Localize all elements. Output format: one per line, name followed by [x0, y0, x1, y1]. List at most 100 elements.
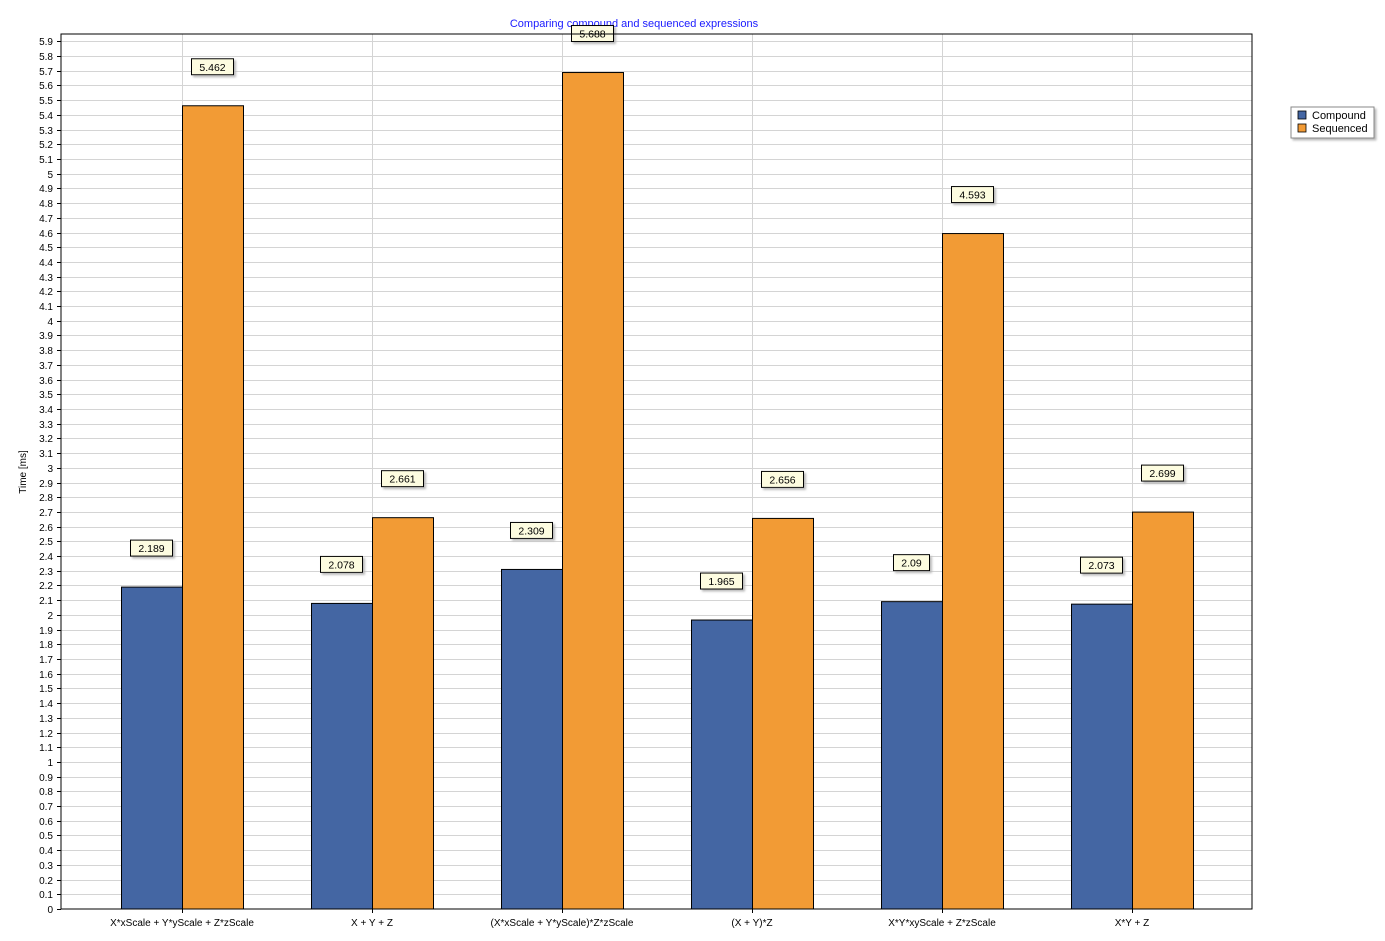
- bar: [562, 72, 624, 910]
- y-tick-label: 1.5: [39, 684, 53, 695]
- y-tick-label: 0: [47, 905, 53, 916]
- y-tick-label: 2.9: [39, 479, 53, 490]
- y-tick-label: 0.7: [39, 802, 53, 813]
- chart-title: Comparing compound and sequenced express…: [510, 18, 759, 30]
- y-tick-label: 4.5: [39, 243, 53, 254]
- data-label: 2.656: [761, 470, 804, 488]
- data-label: 5.462: [191, 58, 234, 76]
- legend-swatch: [1297, 123, 1307, 133]
- y-tick-label: 3.5: [39, 390, 53, 401]
- x-axis-ticks: X*xScale + Y*yScale + Z*zScale X + Y + Z (…: [110, 909, 1149, 929]
- data-label-text: 2.699: [1149, 468, 1175, 480]
- data-label-text: 5.462: [199, 62, 225, 74]
- data-label-text: 2.656: [769, 474, 795, 486]
- y-tick-label: 1.9: [39, 626, 53, 637]
- y-tick-label: 3.2: [39, 434, 53, 445]
- data-label-box: [1141, 464, 1184, 482]
- legend-entry: Sequenced: [1312, 123, 1368, 135]
- y-tick-label: 0.9: [39, 773, 53, 784]
- y-tick-label: 1.6: [39, 670, 53, 681]
- data-label-text: 2.078: [328, 559, 354, 571]
- y-tick-label: 0.8: [39, 787, 53, 798]
- x-tick-label: X*xScale + Y*yScale + Z*zScale: [110, 918, 254, 929]
- y-tick-label: 3.7: [39, 361, 53, 372]
- y-tick-label: 1: [47, 758, 53, 769]
- y-tick-label: 2.2: [39, 581, 53, 592]
- data-label-box: [893, 554, 930, 572]
- y-tick-label: 4.4: [39, 258, 53, 269]
- bar: [881, 601, 943, 910]
- y-tick-label: 5.8: [39, 52, 53, 63]
- y-tick-label: 4.9: [39, 184, 53, 195]
- y-tick-label: 4.2: [39, 287, 53, 298]
- data-label: 2.661: [381, 470, 424, 488]
- y-tick-label: 5.5: [39, 96, 53, 107]
- data-label-text: 4.593: [959, 190, 985, 202]
- data-label-box: [1080, 556, 1123, 574]
- data-label-box: [191, 58, 234, 76]
- data-label-box: [761, 470, 804, 488]
- y-tick-label: 0.3: [39, 861, 53, 872]
- data-label-text: 2.661: [389, 474, 415, 486]
- bar: [1132, 511, 1194, 910]
- bars: [121, 72, 1194, 910]
- y-tick-label: 1.2: [39, 729, 53, 740]
- y-tick-label: 0.4: [39, 846, 53, 857]
- bar: [121, 586, 183, 910]
- data-label: 2.073: [1080, 556, 1123, 574]
- y-tick-label: 3.6: [39, 376, 53, 387]
- y-tick-label: 4.7: [39, 214, 53, 225]
- y-tick-label: 5.9: [39, 37, 53, 48]
- bar: [311, 602, 373, 910]
- y-tick-label: 0.1: [39, 890, 53, 901]
- data-label-box: [510, 521, 553, 539]
- x-tick-label: (X + Y)*Z: [731, 918, 772, 929]
- y-tick-label: 2.8: [39, 493, 53, 504]
- y-tick-label: 3.8: [39, 346, 53, 357]
- data-label-box: [130, 539, 173, 557]
- y-tick-label: 3: [47, 464, 53, 475]
- y-tick-label: 1.4: [39, 699, 53, 710]
- y-tick-label: 0.5: [39, 831, 53, 842]
- y-tick-label: 5: [47, 170, 53, 181]
- bar: [691, 619, 753, 910]
- data-label-box: [320, 555, 363, 573]
- y-tick-label: 3.4: [39, 405, 53, 416]
- data-label-box: [381, 470, 424, 488]
- y-tick-label: 0.2: [39, 876, 53, 887]
- bar: [501, 568, 563, 910]
- bar: [942, 233, 1004, 910]
- data-label-text: 2.073: [1088, 560, 1114, 572]
- y-tick-label: 4: [47, 317, 53, 328]
- y-tick-label: 4.1: [39, 302, 53, 313]
- y-tick-label: 5.4: [39, 111, 53, 122]
- y-tick-label: 1.1: [39, 743, 53, 754]
- data-label: 2.09: [893, 554, 930, 572]
- bar: [182, 105, 244, 910]
- data-label: 2.309: [510, 521, 553, 539]
- y-axis-label: Time [ms]: [18, 450, 29, 494]
- data-label: 4.593: [951, 186, 994, 204]
- y-tick-label: 2.3: [39, 567, 53, 578]
- y-tick-label: 4.3: [39, 273, 53, 284]
- bar: [372, 517, 434, 910]
- bar: [1071, 603, 1133, 910]
- y-tick-label: 4.8: [39, 199, 53, 210]
- data-label-box: [951, 186, 994, 204]
- y-tick-label: 2.5: [39, 537, 53, 548]
- data-label: 2.189: [130, 539, 173, 557]
- y-tick-label: 2.4: [39, 552, 53, 563]
- y-tick-label: 2: [47, 611, 53, 622]
- y-tick-label: 5.1: [39, 155, 53, 166]
- y-tick-label: 2.7: [39, 508, 53, 519]
- data-label: 2.078: [320, 555, 363, 573]
- y-tick-label: 3.3: [39, 420, 53, 431]
- legend-entry: Compound: [1312, 110, 1366, 122]
- y-axis-ticks: 0 0.1 0.2 0.3 0.4 0.5 0.6 0.7 0.8 0.9 1 1.1 1.2 1.3 1.…: [39, 37, 61, 916]
- legend-swatch: [1297, 110, 1307, 120]
- x-tick-label: X*Y + Z: [1115, 918, 1150, 929]
- y-tick-label: 1.7: [39, 655, 53, 666]
- x-tick-label: X + Y + Z: [351, 918, 393, 929]
